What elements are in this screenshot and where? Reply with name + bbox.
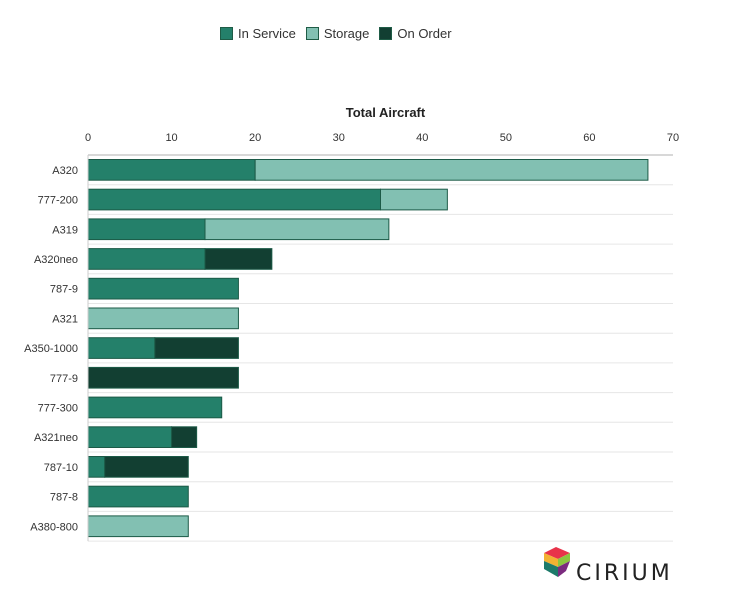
legend-label: Storage	[323, 26, 370, 41]
legend-label: In Service	[238, 26, 296, 41]
bar-segment	[87, 456, 106, 478]
bar-segment	[87, 485, 189, 508]
bar-segment	[87, 366, 239, 389]
legend-swatch-storage	[305, 27, 319, 40]
bar-segment	[254, 159, 649, 181]
y-category-label: 777-200	[38, 195, 78, 207]
y-category-label: A321neo	[34, 432, 78, 444]
y-category-label: 777-300	[38, 402, 78, 414]
legend-swatch-on-order	[379, 27, 393, 40]
chart-title: Total Aircraft	[346, 105, 426, 120]
bar-segment	[87, 426, 173, 448]
y-category-label: 787-8	[50, 492, 78, 504]
x-tick-label: 30	[333, 132, 345, 144]
legend-item-in-service[interactable]: In Service	[220, 26, 296, 41]
x-tick-label: 10	[165, 132, 177, 144]
x-tick-label: 60	[583, 132, 595, 144]
bar-segment	[87, 307, 239, 330]
bar-segment	[87, 159, 256, 181]
y-category-label: A350-1000	[24, 343, 78, 355]
y-category-label: A380-800	[30, 521, 78, 533]
x-tick-label: 50	[500, 132, 512, 144]
x-tick-label: 20	[249, 132, 261, 144]
bar-segment	[204, 218, 390, 241]
x-tick-label: 70	[667, 132, 679, 144]
y-category-label: A320neo	[34, 254, 78, 266]
y-category-label: A319	[52, 224, 78, 236]
bar-segment	[87, 337, 156, 359]
bar-segment	[87, 248, 206, 270]
bar-segment	[87, 218, 206, 241]
bar-segment	[104, 456, 189, 478]
bar-segment	[87, 515, 189, 538]
x-tick-label: 40	[416, 132, 428, 144]
legend-swatch-in-service	[220, 27, 233, 40]
y-category-label: A321	[52, 313, 78, 325]
chart-legend: In Service Storage On Order	[220, 26, 452, 41]
bar-segment	[87, 396, 223, 419]
bar-segment	[154, 337, 239, 359]
cirium-logo-icon	[544, 547, 570, 577]
y-category-label: A320	[52, 165, 78, 177]
y-category-label: 787-9	[50, 284, 78, 296]
brand-name: CIRIUM	[576, 561, 673, 586]
y-category-label: 777-9	[50, 373, 78, 385]
legend-item-on-order[interactable]: On Order	[379, 26, 452, 41]
legend-label: On Order	[397, 26, 452, 41]
x-tick-label: 0	[85, 132, 91, 144]
bar-segment	[171, 426, 198, 448]
bar-segment	[380, 188, 448, 211]
bar-segment	[87, 277, 239, 300]
bar-segment	[204, 248, 273, 270]
y-category-label: 787-10	[44, 462, 78, 474]
bar-segment	[87, 188, 381, 211]
legend-item-storage[interactable]: Storage	[305, 26, 370, 41]
